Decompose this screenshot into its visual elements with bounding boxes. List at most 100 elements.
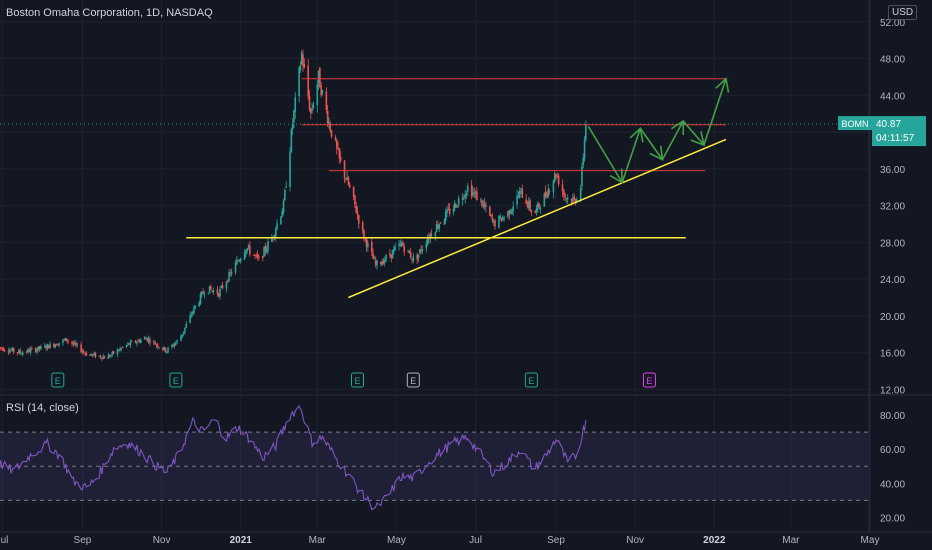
candle: [202, 291, 204, 294]
earnings-marker[interactable]: [169, 372, 183, 388]
projection-arrow-segment[interactable]: [587, 126, 623, 184]
candle: [49, 343, 51, 349]
candle: [147, 338, 150, 342]
candle: [103, 356, 106, 359]
time-axis-tick-label: Jul: [0, 535, 8, 546]
candle: [416, 255, 418, 260]
candle: [581, 166, 583, 187]
earnings-marker[interactable]: [642, 372, 656, 388]
candle: [282, 200, 285, 213]
candle: [476, 191, 478, 201]
candle: [343, 160, 346, 178]
candle: [483, 203, 486, 208]
candle: [411, 258, 413, 260]
candle: [516, 195, 518, 205]
candle: [355, 205, 358, 213]
earnings-marker[interactable]: [351, 372, 365, 388]
candle: [570, 198, 573, 204]
candle: [470, 184, 473, 197]
candle: [207, 292, 210, 294]
candle: [58, 342, 60, 346]
candle: [544, 191, 547, 196]
candle: [99, 355, 102, 358]
candle: [408, 250, 411, 254]
candle: [31, 348, 33, 350]
price-axis-tick-label: 24.00: [880, 275, 905, 286]
candle: [490, 214, 492, 217]
candle: [517, 196, 520, 198]
earnings-marker[interactable]: [51, 372, 65, 388]
candle: [62, 339, 64, 343]
candle: [276, 223, 278, 229]
candle: [525, 199, 527, 204]
time-axis-tick-label: May: [861, 535, 880, 546]
candle: [125, 344, 128, 347]
candle: [429, 234, 431, 240]
candle: [573, 196, 575, 200]
bar-countdown: 04:11:57: [876, 133, 915, 144]
candle: [399, 243, 402, 246]
currency-button[interactable]: USD: [888, 5, 918, 20]
candle: [145, 338, 147, 339]
candle: [107, 355, 110, 359]
candle: [409, 252, 412, 258]
candle: [402, 242, 404, 247]
candle: [172, 345, 175, 347]
earnings-marker-label: E: [173, 376, 179, 386]
candle: [285, 186, 287, 188]
time-axis-tick-label: Nov: [153, 535, 171, 546]
candle: [136, 342, 138, 344]
candle: [474, 192, 477, 195]
candle: [190, 314, 193, 316]
earnings-marker[interactable]: [406, 372, 420, 388]
candle: [181, 334, 184, 337]
candle: [300, 52, 303, 65]
candle: [472, 192, 474, 196]
candle: [372, 253, 374, 259]
price-axis-tick-label: 16.00: [880, 349, 905, 360]
candle: [308, 96, 311, 110]
candle: [482, 204, 485, 205]
candle: [165, 351, 168, 353]
candle: [374, 260, 377, 265]
candle: [461, 197, 464, 200]
projection-arrow-segment[interactable]: [661, 120, 684, 161]
projection-arrow-segment[interactable]: [682, 120, 705, 146]
candle: [494, 220, 496, 227]
candle: [34, 348, 37, 352]
candle: [16, 352, 19, 353]
projection-arrow-segment[interactable]: [621, 128, 642, 183]
candle: [421, 249, 424, 251]
candle: [527, 201, 530, 209]
candle: [264, 246, 267, 252]
candle: [535, 208, 538, 212]
candle: [373, 258, 376, 260]
candle: [317, 70, 320, 84]
candle: [149, 339, 151, 344]
candle: [198, 302, 201, 307]
candle: [291, 124, 294, 130]
ascending-trendline[interactable]: [348, 138, 727, 299]
candle: [29, 349, 32, 353]
candle: [418, 249, 421, 253]
candle: [217, 293, 220, 297]
rsi-axis-tick-label: 20.00: [880, 513, 905, 524]
candle: [121, 347, 124, 348]
candle: [185, 323, 188, 328]
candle: [66, 338, 68, 341]
candle: [443, 219, 446, 225]
price-axis-tick-label: 12.00: [880, 385, 905, 396]
candle: [191, 311, 194, 314]
candle: [171, 345, 173, 348]
candle: [389, 253, 391, 256]
candle: [583, 139, 586, 160]
candle: [273, 235, 276, 237]
projection-arrow-segment[interactable]: [639, 127, 664, 161]
time-axis-tick-label: Mar: [782, 535, 800, 546]
candle: [329, 123, 332, 131]
candle: [80, 344, 82, 353]
time-axis-tick-label: May: [387, 535, 406, 546]
projection-arrow-segment[interactable]: [703, 78, 727, 146]
earnings-marker[interactable]: [524, 372, 538, 388]
